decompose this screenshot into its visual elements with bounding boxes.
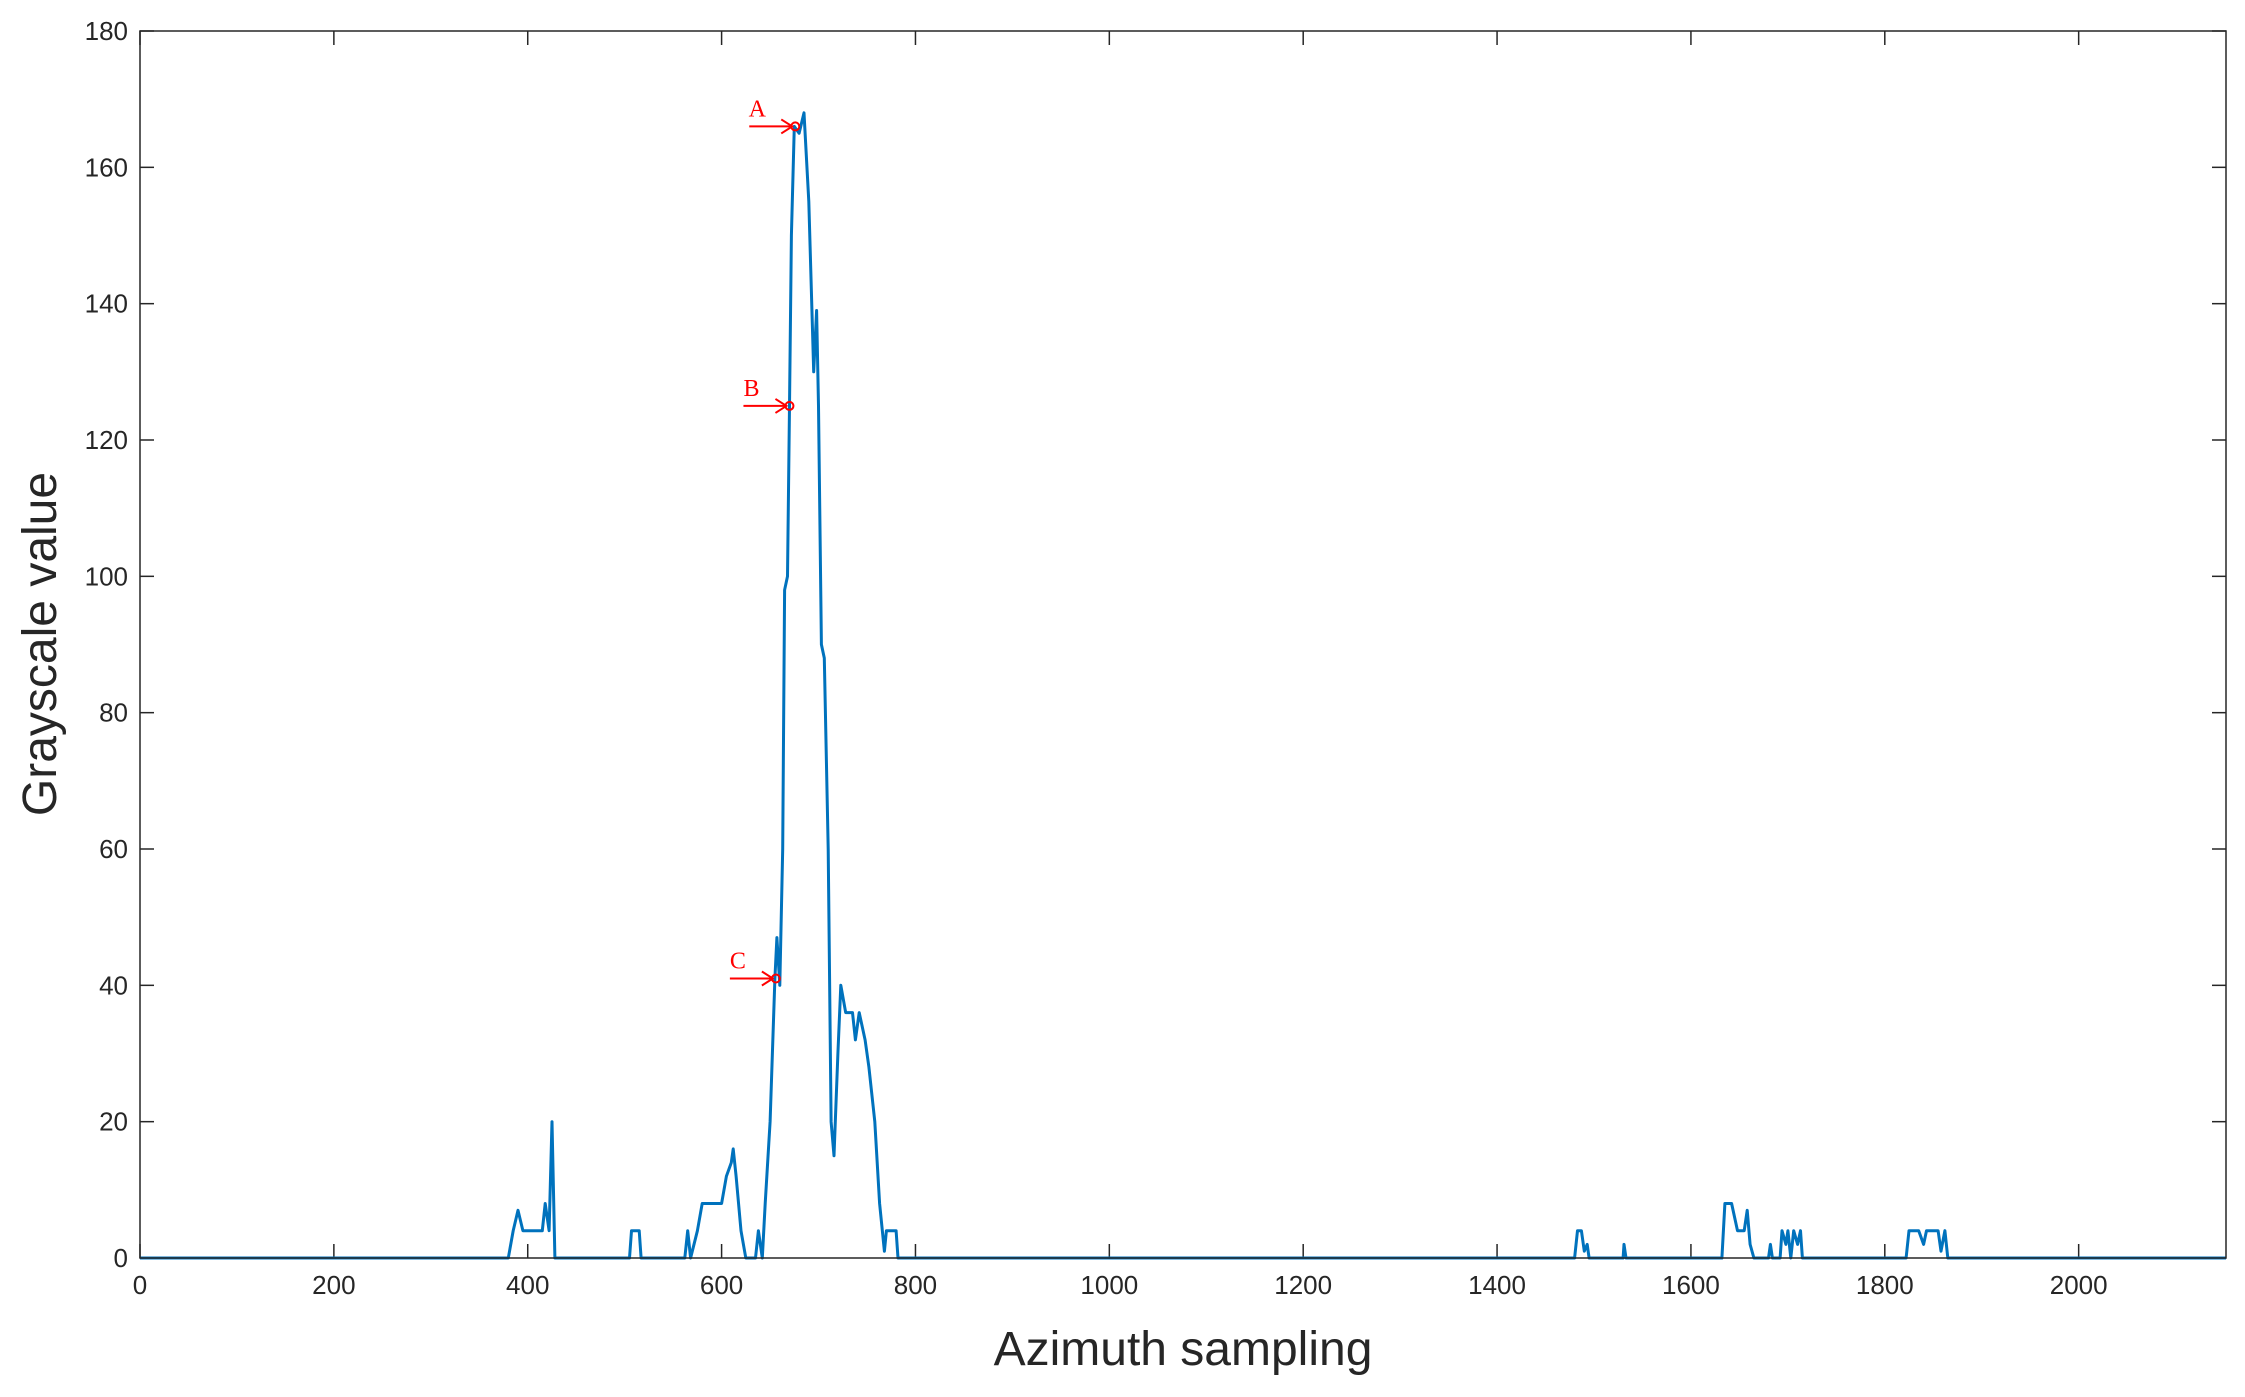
x-tick-label: 1000 bbox=[1080, 1270, 1138, 1300]
y-axis-label: Grayscale value bbox=[14, 472, 67, 816]
x-tick-label: 600 bbox=[700, 1270, 743, 1300]
x-tick-label: 1800 bbox=[1856, 1270, 1914, 1300]
x-tick-label: 1400 bbox=[1468, 1270, 1526, 1300]
x-tick-label: 0 bbox=[133, 1270, 147, 1300]
y-tick-label: 0 bbox=[114, 1243, 128, 1273]
annotation-marker bbox=[790, 121, 801, 132]
y-tick-label: 60 bbox=[99, 834, 128, 864]
x-tick-label: 800 bbox=[894, 1270, 937, 1300]
x-axis-label: Azimuth sampling bbox=[994, 1323, 1373, 1376]
annotation-marker bbox=[784, 400, 795, 411]
y-tick-label: 40 bbox=[99, 970, 128, 1000]
x-tick-label: 400 bbox=[506, 1270, 549, 1300]
annotation-label: B bbox=[743, 376, 759, 402]
y-tick-label: 20 bbox=[99, 1107, 128, 1137]
x-tick-label: 200 bbox=[312, 1270, 355, 1300]
y-tick-label: 80 bbox=[99, 698, 128, 728]
plot-frame bbox=[139, 30, 2227, 1259]
x-tick-label: 1200 bbox=[1274, 1270, 1332, 1300]
annotation-label: A bbox=[749, 96, 767, 122]
annotation-arrowhead bbox=[780, 118, 795, 135]
annotation-arrowhead bbox=[774, 398, 789, 414]
y-tick-label: 180 bbox=[85, 16, 128, 46]
annotation-label: C bbox=[730, 949, 746, 975]
data-line bbox=[140, 111, 2226, 1260]
x-tick-label: 1600 bbox=[1662, 1270, 1720, 1300]
y-tick-label: 140 bbox=[85, 289, 128, 319]
y-tick-label: 100 bbox=[85, 561, 128, 591]
y-tick-label: 120 bbox=[85, 425, 128, 455]
x-tick-label: 2000 bbox=[2050, 1270, 2108, 1300]
annotation-marker bbox=[770, 973, 781, 984]
y-tick-label: 160 bbox=[85, 152, 128, 182]
